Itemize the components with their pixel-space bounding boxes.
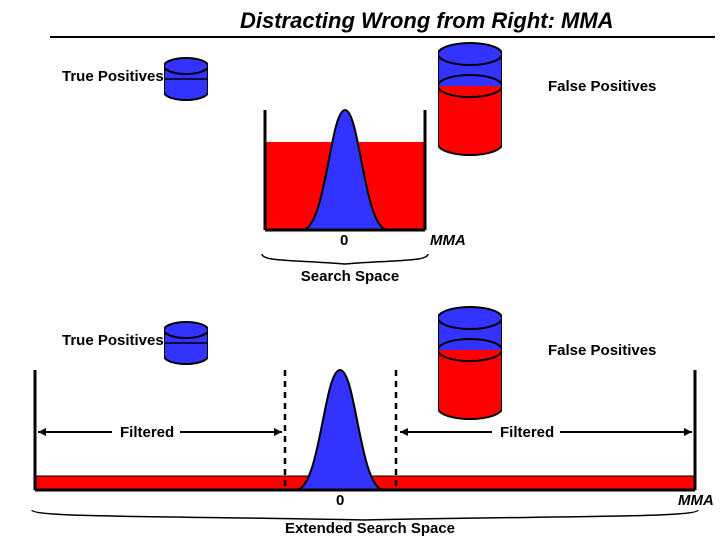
mma-label-1: MMA (430, 232, 466, 249)
mma-label-2: MMA (678, 492, 714, 509)
bracket-label-1: Search Space (295, 268, 405, 285)
zero-label-2: 0 (336, 492, 344, 509)
tp-label-2: True Positives (62, 332, 164, 349)
filtered-label-right: Filtered (500, 424, 554, 441)
fp-label-1: False Positives (548, 78, 656, 95)
bracket-label-2: Extended Search Space (270, 520, 470, 537)
page-title: Distracting Wrong from Right: MMA (240, 8, 614, 34)
fp-cylinder-1 (438, 40, 502, 160)
zero-label-1: 0 (340, 232, 348, 249)
tp-cylinder-1 (164, 56, 208, 104)
filtered-label-left: Filtered (120, 424, 174, 441)
fp-label-2: False Positives (548, 342, 656, 359)
tp-label-1: True Positives (62, 68, 164, 85)
title-underline (50, 36, 715, 38)
